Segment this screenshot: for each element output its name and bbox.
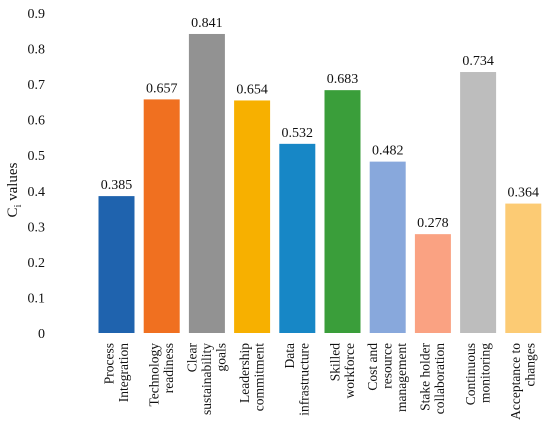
category-label-line: commitment <box>251 343 266 411</box>
bar <box>234 100 271 333</box>
category-label-line: Technology <box>146 343 161 407</box>
data-label: 0.683 <box>327 72 359 87</box>
category-label: ProcessIntegration <box>101 343 131 402</box>
category-label-line: Continuous <box>463 343 478 405</box>
y-tick-label: 0.2 <box>28 256 46 271</box>
y-axis-ticks: 0 0.1 0.2 0.3 0.4 0.5 0.6 0.7 0.8 0.9 <box>28 7 46 342</box>
data-label: 0.657 <box>146 81 178 96</box>
data-label: 0.278 <box>417 216 449 231</box>
bar <box>188 33 225 333</box>
y-axis-title: Ci values <box>5 162 24 217</box>
bar <box>460 72 497 334</box>
category-label-line: workforce <box>342 343 357 398</box>
category-label-line: Integration <box>116 343 131 402</box>
bar <box>279 143 316 333</box>
category-label: Acceptance tochanges <box>508 343 538 420</box>
y-tick-label: 0.5 <box>28 149 46 164</box>
y-tick-label: 0.7 <box>28 78 46 93</box>
category-label: Cost andresourcemanagement <box>365 343 409 412</box>
category-label-line: Clear <box>184 343 199 373</box>
category-labels: ProcessIntegration Technologyreadiness Cle… <box>101 342 537 419</box>
category-label-line: Leadership <box>237 343 252 403</box>
y-tick-label: 0.4 <box>28 185 46 200</box>
data-label: 0.841 <box>191 16 223 31</box>
category-label-line: changes <box>523 343 538 386</box>
category-label: Technologyreadiness <box>146 343 176 407</box>
bars <box>98 33 542 334</box>
category-label-line: resource <box>380 343 395 389</box>
data-label: 0.482 <box>372 144 404 159</box>
category-label: Skilledworkforce <box>327 343 357 399</box>
category-label: Stake holdercollaboration <box>418 342 448 414</box>
category-label-line: collaboration <box>432 343 447 414</box>
category-label-line: readiness <box>161 343 176 393</box>
category-label: Datainfrastructure <box>282 343 312 416</box>
y-tick-label: 0 <box>38 327 45 342</box>
bar <box>98 196 135 333</box>
y-tick-label: 0.9 <box>28 7 46 22</box>
bar <box>414 234 451 333</box>
category-label-line: Skilled <box>327 343 342 382</box>
category-label-line: goals <box>213 343 228 372</box>
category-label-line: management <box>394 343 409 412</box>
category-label-line: Process <box>101 343 116 384</box>
data-label: 0.364 <box>508 186 540 201</box>
category-label-line: infrastructure <box>297 343 312 416</box>
category-label-line: sustainability <box>199 343 214 415</box>
y-tick-label: 0.1 <box>28 291 46 306</box>
category-label: Continuousmonitoring <box>463 343 493 406</box>
category-label-line: Acceptance to <box>508 343 523 420</box>
data-label: 0.385 <box>101 178 133 193</box>
bar <box>369 161 406 333</box>
data-labels: 0.385 0.657 0.841 0.654 0.532 0.683 0.482 0.278… <box>101 16 539 231</box>
data-label: 0.734 <box>462 54 494 69</box>
y-tick-label: 0.8 <box>28 43 46 58</box>
y-tick-label: 0.3 <box>28 220 46 235</box>
category-label: Leadershipcommitment <box>237 343 267 411</box>
data-label: 0.532 <box>282 126 314 141</box>
category-label-line: Stake holder <box>418 342 433 410</box>
bar <box>143 99 180 334</box>
data-label: 0.654 <box>236 82 268 97</box>
category-label-line: monitoring <box>477 343 492 403</box>
bar <box>324 90 361 334</box>
bar <box>505 203 542 333</box>
category-label-line: Cost and <box>365 343 380 391</box>
category-label: Clearsustainabilitygoals <box>184 343 228 415</box>
y-tick-label: 0.6 <box>28 114 46 129</box>
category-label-line: Data <box>282 343 297 368</box>
